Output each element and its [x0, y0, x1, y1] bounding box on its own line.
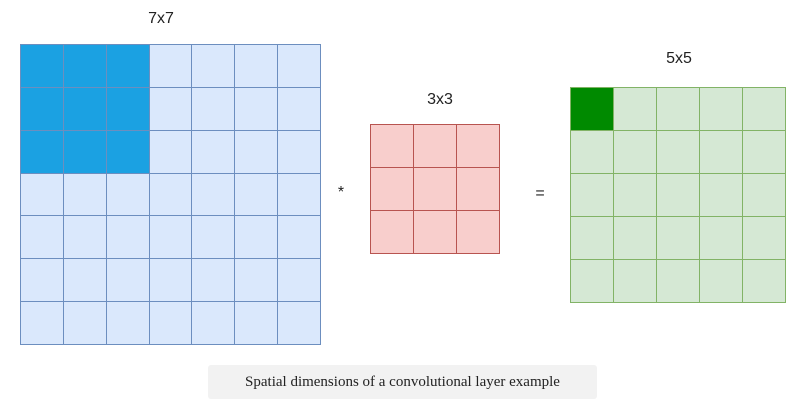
input-cell: [106, 173, 150, 217]
input-cell: [106, 302, 150, 345]
input-cell: [63, 259, 107, 303]
output-cell: [700, 131, 743, 174]
input-cell: [106, 216, 150, 260]
input-cell: [21, 259, 64, 303]
kernel-cell: [371, 125, 414, 168]
kernel-cell: [414, 125, 457, 168]
input-highlighted-cell: [21, 130, 64, 174]
input-highlighted-cell: [63, 87, 107, 131]
input-cell: [149, 87, 193, 131]
input-highlighted-cell: [106, 87, 150, 131]
input-cell: [235, 87, 279, 131]
output-cell: [571, 217, 614, 260]
output-cell: [743, 88, 786, 131]
input-cell: [63, 302, 107, 345]
input-cell: [278, 216, 321, 260]
input-highlighted-cell: [63, 130, 107, 174]
output-cell: [657, 260, 700, 303]
input-cell: [21, 216, 64, 260]
input-cell: [235, 45, 279, 88]
input-cell: [21, 302, 64, 345]
output-grid-label: 5x5: [666, 50, 692, 67]
output-cell: [614, 88, 657, 131]
output-cell: [614, 174, 657, 217]
output-cell: [743, 260, 786, 303]
input-highlighted-cell: [21, 45, 64, 88]
kernel-cell: [371, 211, 414, 254]
input-cell: [192, 302, 236, 345]
equals-operator: =: [535, 185, 545, 202]
kernel-cell: [457, 168, 500, 211]
input-cell: [149, 130, 193, 174]
input-cell: [192, 259, 236, 303]
input-cell: [63, 173, 107, 217]
input-cell: [192, 45, 236, 88]
input-cell: [149, 173, 193, 217]
input-cell: [278, 87, 321, 131]
multiply-operator: *: [337, 184, 345, 201]
input-cell: [278, 259, 321, 303]
input-cell: [106, 259, 150, 303]
input-highlighted-cell: [106, 130, 150, 174]
output-highlighted-cell: [571, 88, 614, 131]
input-cell: [192, 87, 236, 131]
input-cell: [63, 216, 107, 260]
output-cell: [700, 88, 743, 131]
output-cell: [614, 217, 657, 260]
input-grid: [20, 44, 321, 345]
output-cell: [657, 174, 700, 217]
output-cell: [657, 217, 700, 260]
input-cell: [278, 173, 321, 217]
output-cell: [700, 174, 743, 217]
kernel-cell: [414, 211, 457, 254]
input-cell: [235, 259, 279, 303]
input-cell: [278, 45, 321, 88]
convolution-diagram: 7x7 * 3x3 = 5x5: [20, 10, 786, 345]
input-cell: [192, 130, 236, 174]
input-highlighted-cell: [21, 87, 64, 131]
output-cell: [657, 88, 700, 131]
output-cell: [700, 260, 743, 303]
kernel-grid: [370, 124, 500, 254]
kernel-cell: [371, 168, 414, 211]
input-highlighted-cell: [63, 45, 107, 88]
output-cell: [614, 260, 657, 303]
output-cell: [571, 260, 614, 303]
kernel-cell: [457, 211, 500, 254]
input-cell: [149, 302, 193, 345]
input-cell: [192, 173, 236, 217]
figure-caption: Spatial dimensions of a convolutional la…: [208, 365, 597, 399]
input-grid-label: 7x7: [148, 10, 174, 27]
output-cell: [657, 131, 700, 174]
kernel-cell: [457, 125, 500, 168]
input-cell: [278, 130, 321, 174]
input-cell: [235, 173, 279, 217]
output-cell: [743, 131, 786, 174]
input-cell: [21, 173, 64, 217]
input-cell: [192, 216, 236, 260]
output-cell: [700, 217, 743, 260]
kernel-grid-label: 3x3: [427, 91, 453, 108]
input-cell: [149, 216, 193, 260]
kernel-cell: [414, 168, 457, 211]
output-cell: [743, 174, 786, 217]
output-cell: [571, 131, 614, 174]
output-cell: [571, 174, 614, 217]
input-cell: [235, 216, 279, 260]
input-cell: [278, 302, 321, 345]
input-cell: [235, 302, 279, 345]
input-highlighted-cell: [106, 45, 150, 88]
input-cell: [149, 45, 193, 88]
output-grid: [570, 87, 786, 303]
output-cell: [743, 217, 786, 260]
input-cell: [149, 259, 193, 303]
output-cell: [614, 131, 657, 174]
input-cell: [235, 130, 279, 174]
